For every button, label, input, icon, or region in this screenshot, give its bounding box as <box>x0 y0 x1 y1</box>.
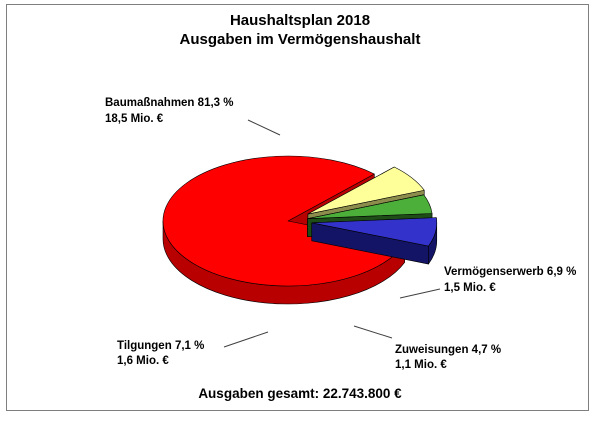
slice-label-tilgungen: Tilgungen 7,1 % <box>117 340 204 352</box>
slice-zuweisungen <box>307 194 433 219</box>
leader-line-zuweisungen <box>353 325 393 339</box>
slice-tilgungen <box>311 217 438 247</box>
total-label: Ausgaben gesamt: 22.743.800 € <box>198 386 402 401</box>
slice-label-vermoegenserwerb: Vermögenserwerb 6,9 % <box>444 266 576 278</box>
chart-title: Haushaltsplan 2018 <box>230 12 370 29</box>
slice-label-baumassnahmen: Baumaßnahmen 81,3 % <box>105 97 233 109</box>
leader-line-tilgungen <box>223 331 269 348</box>
leader-line-baumassnahmen <box>247 119 281 136</box>
slice-amount-vermoegenserwerb: 1,5 Mio. € <box>444 282 496 294</box>
chart-subtitle: Ausgaben im Vermögenshaushalt <box>180 31 421 48</box>
slice-label-zuweisungen: Zuweisungen 4,7 % <box>395 344 501 356</box>
slice-amount-baumassnahmen: 18,5 Mio. € <box>105 113 164 125</box>
pie-slices <box>162 155 438 305</box>
slice-vermoegenserwerb <box>307 166 425 215</box>
leader-line-vermoegenserwerb <box>399 288 441 299</box>
slice-amount-tilgungen: 1,6 Mio. € <box>117 355 169 367</box>
slice-baumassnahmen <box>162 155 405 287</box>
slice-amount-zuweisungen: 1,1 Mio. € <box>395 359 447 371</box>
